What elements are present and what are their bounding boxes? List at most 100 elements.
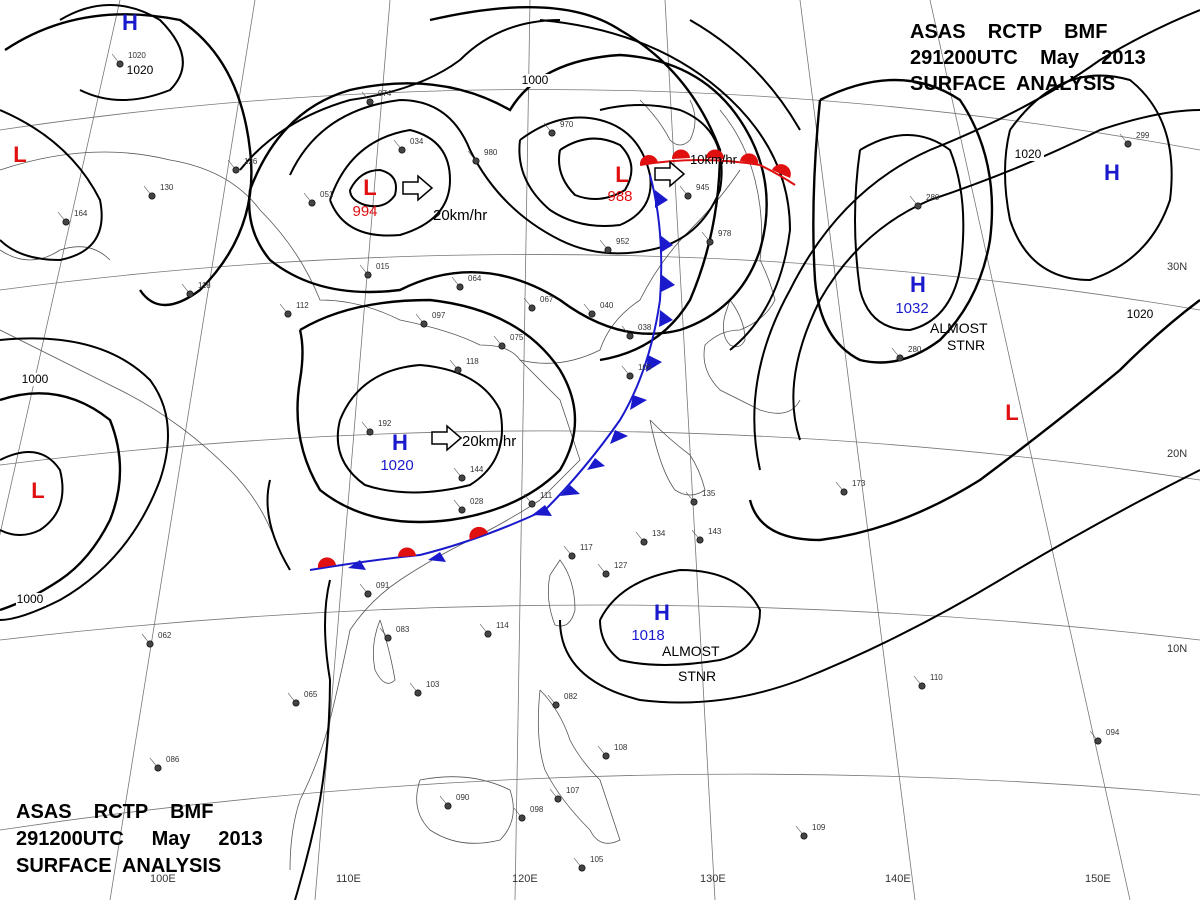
station-wind-barb <box>685 491 695 503</box>
station-pressure: 118 <box>198 281 211 290</box>
station-wind-barb <box>621 325 631 337</box>
station-pressure: 111 <box>540 491 553 500</box>
station-wind-barb <box>523 493 533 505</box>
station-pressure: 127 <box>614 561 628 570</box>
station-wind-barb <box>679 185 689 197</box>
header-line-3: SURFACE ANALYSIS <box>910 73 1115 95</box>
lat-label-10n: 10N <box>1167 643 1187 655</box>
center-h-letter: H <box>392 430 408 455</box>
station-pressure: 978 <box>718 229 732 238</box>
annotation-almost-1: ALMOST <box>930 320 988 336</box>
isobar-label-bg <box>126 64 156 77</box>
station-wind-barb <box>835 481 845 493</box>
header-line-1: ASAS RCTP BMF <box>910 21 1107 43</box>
station-wind-barb <box>451 276 461 288</box>
isobars <box>0 4 1200 900</box>
center-pressure-value: 1032 <box>895 300 928 317</box>
center-l-letter: L <box>13 142 26 167</box>
center-l-letter: L <box>615 162 628 187</box>
station-pressure: 067 <box>540 295 554 304</box>
station-wind-barb <box>909 195 919 207</box>
station-wind-barb <box>379 627 389 639</box>
station-wind-barb <box>57 211 67 223</box>
lon-label-100e: 100E <box>150 873 176 885</box>
station-pressure: 094 <box>1106 728 1120 737</box>
station-pressure: 980 <box>484 148 498 157</box>
station-wind-barb <box>111 53 121 65</box>
center-h-letter: H <box>910 272 926 297</box>
station-wind-barb <box>181 283 191 295</box>
station-wind-barb <box>913 675 923 687</box>
station-pressure: 091 <box>376 581 390 590</box>
station-wind-barb <box>303 192 313 204</box>
station-wind-barb <box>891 347 901 359</box>
center-h-letter: H <box>1104 160 1120 185</box>
lat-label-20n: 20N <box>1167 448 1187 460</box>
station-wind-barb <box>393 139 403 151</box>
motion-label-low-988: 10km/hr <box>690 152 738 167</box>
station-pressure: 945 <box>696 183 710 192</box>
footer-line-2: 291200UTC May 2013 <box>16 828 263 850</box>
station-pressure: 075 <box>510 333 524 342</box>
station-pressure: 108 <box>614 743 628 752</box>
center-h-letter: H <box>122 10 138 35</box>
station-pressure: 970 <box>560 120 574 129</box>
station-pressure: 299 <box>1136 131 1150 140</box>
station-wind-barb <box>359 583 369 595</box>
station-wind-barb <box>1089 730 1099 742</box>
station-wind-barb <box>795 825 805 837</box>
station-wind-barb <box>583 303 593 315</box>
station-pressure: 114 <box>496 621 509 630</box>
station-wind-barb <box>635 531 645 543</box>
station-pressure: 109 <box>812 823 826 832</box>
motion-arrows <box>402 160 686 452</box>
station-pressure: 143 <box>708 527 722 536</box>
center-pressure-value: 1018 <box>631 627 664 644</box>
station-wind-barb <box>453 467 463 479</box>
isobar-label-bg <box>1126 308 1156 321</box>
station-plots: 1020 074 034 980 970 945 978 952 126 130 164 118 112… <box>57 51 1150 872</box>
footer-line-1: ASAS RCTP BMF <box>16 801 213 823</box>
lon-label-110e: 110E <box>336 873 361 885</box>
station-pressure: 064 <box>468 274 482 283</box>
station-pressure: 118 <box>466 357 479 366</box>
station-pressure: 097 <box>432 311 446 320</box>
annotation-stnr-2: STNR <box>678 668 716 684</box>
station-pressure: 126 <box>244 157 258 166</box>
station-wind-barb <box>361 91 371 103</box>
station-pressure: 952 <box>616 237 630 246</box>
station-pressure: 117 <box>580 543 593 552</box>
station-wind-barb <box>513 807 523 819</box>
annotations: ALMOST STNR ALMOST STNR <box>662 320 988 684</box>
station-wind-barb <box>621 365 631 377</box>
station-pressure: 107 <box>566 786 580 795</box>
station-pressure: 028 <box>470 497 484 506</box>
station-pressure: 086 <box>166 755 180 764</box>
isobar-label: 1000 <box>17 592 44 606</box>
header-line-2: 291200UTC May 2013 <box>910 47 1146 69</box>
warm-front <box>317 149 796 568</box>
station-pressure: 110 <box>930 673 943 682</box>
station-wind-barb <box>415 313 425 325</box>
footer-line-3: SURFACE ANALYSIS <box>16 855 221 877</box>
motion-label-high-1020: 20km/hr <box>462 433 516 450</box>
station-pressure: 040 <box>600 301 614 310</box>
isobar-label: 1000 <box>22 372 49 386</box>
station-pressure: 038 <box>638 323 652 332</box>
station-wind-barb <box>409 682 419 694</box>
isobar-label: 1000 <box>522 73 549 87</box>
station-wind-barb <box>359 264 369 276</box>
isobar-label-bg <box>521 74 551 87</box>
station-wind-barb <box>449 359 459 371</box>
station-pressure: 173 <box>852 479 866 488</box>
station-pressure: 062 <box>158 631 172 640</box>
station-wind-barb <box>467 150 477 162</box>
station-pressure: 105 <box>590 855 604 864</box>
station-wind-barb <box>287 692 297 704</box>
lon-label-120e: 120E <box>512 873 538 885</box>
station-pressure: 103 <box>426 680 440 689</box>
isobar-label: 1020 <box>1127 307 1154 321</box>
station-wind-barb <box>563 545 573 557</box>
station-pressure: 112 <box>296 301 309 310</box>
